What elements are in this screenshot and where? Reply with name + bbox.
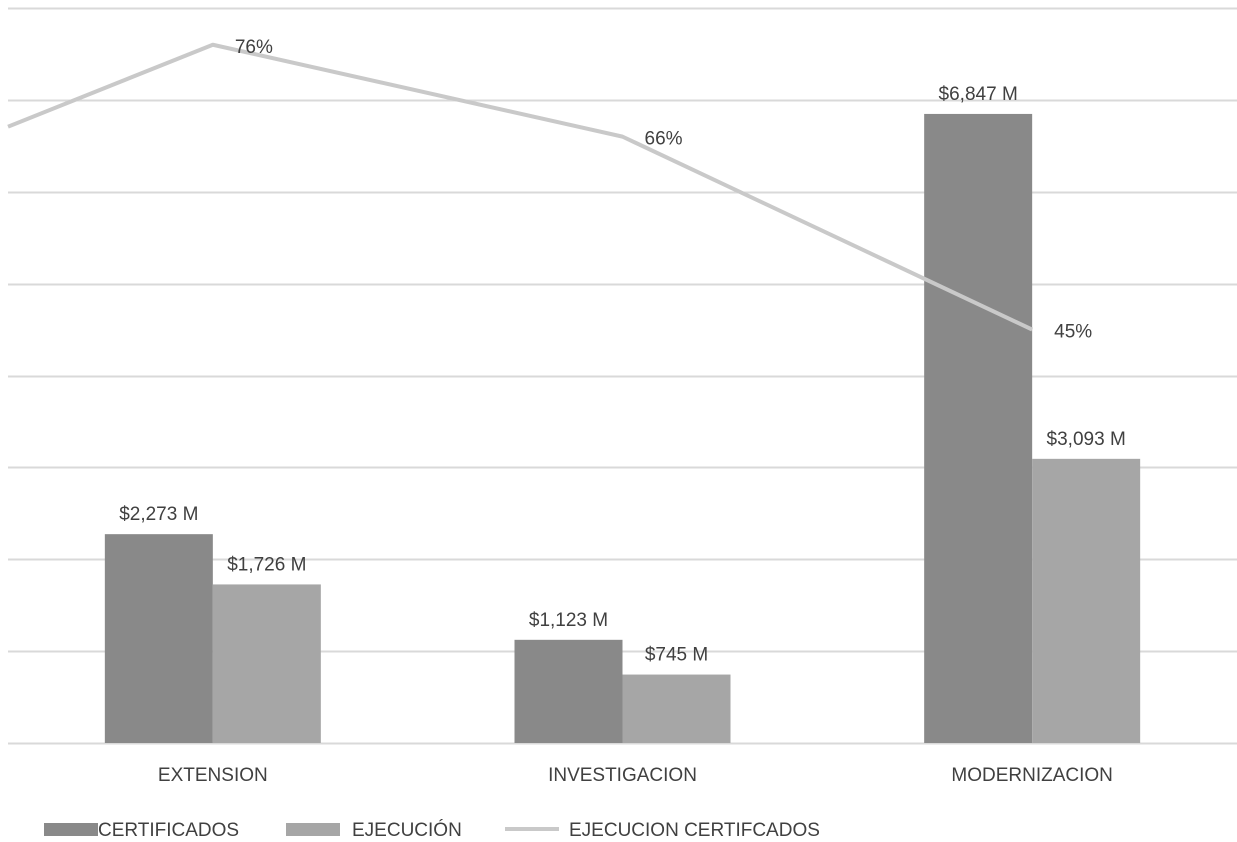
line-series [7, 42, 1034, 332]
line-data-labels: 76% 66% 45% [235, 37, 1092, 343]
bar-certificados-modernizacion [924, 113, 1033, 743]
bar-certificados-extension [104, 534, 213, 743]
bar-data-label: $745 M [645, 645, 708, 666]
x-tick-label: INVESTIGACION [548, 765, 697, 786]
bar-ejecución-extension [212, 584, 321, 743]
line-ejecucion-certifcados [7, 42, 1034, 332]
legend-label: CERTIFICADOS [98, 820, 239, 841]
bar-ejecución-modernizacion [1032, 458, 1141, 743]
bar-data-label: $1,726 M [227, 554, 306, 575]
x-axis: EXTENSION INVESTIGACION MODERNIZACION [158, 765, 1113, 786]
line-data-label: 45% [1054, 322, 1092, 343]
x-tick-label: EXTENSION [158, 765, 268, 786]
bar-series [104, 113, 1141, 743]
line-data-label: 76% [235, 37, 273, 58]
bar-ejecución-investigacion [622, 674, 731, 743]
line-data-label: 66% [645, 129, 683, 150]
bar-data-label: $6,847 M [939, 84, 1018, 105]
legend-label: EJECUCION CERTIFCADOS [569, 820, 820, 841]
legend-swatch [286, 823, 340, 836]
bar-data-label: $1,123 M [529, 610, 608, 631]
bar-certificados-investigacion [514, 639, 623, 743]
bar-data-label: $3,093 M [1047, 429, 1126, 450]
legend-label: EJECUCIÓN [352, 819, 462, 841]
legend-swatch [44, 823, 98, 836]
x-tick-label: MODERNIZACION [951, 765, 1113, 786]
legend: CERTIFICADOS EJECUCIÓN EJECUCION CERTIFCAD… [44, 819, 820, 841]
bar-data-label: $2,273 M [119, 504, 198, 525]
bar-data-labels: $2,273 M $1,123 M $6,847 M $1,726 M $745 M $3… [119, 84, 1126, 666]
